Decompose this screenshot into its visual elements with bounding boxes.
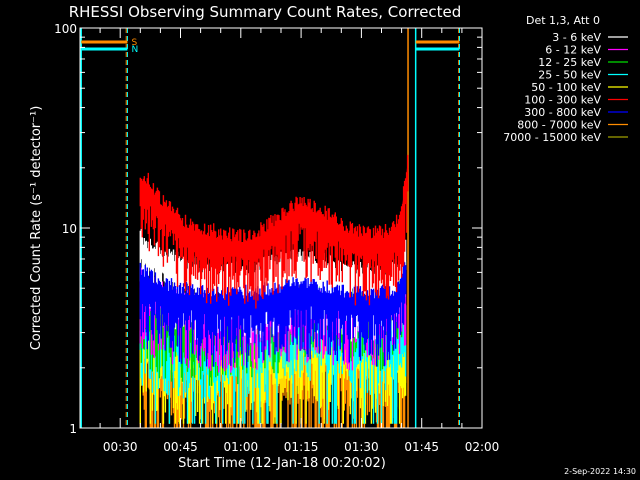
chart-title: RHESSI Observing Summary Count Rates, Co…	[69, 3, 462, 21]
legend-label: 800 - 7000 keV	[517, 119, 601, 132]
x-tick-label: 00:30	[103, 440, 138, 454]
night-flag-label: N	[131, 45, 138, 55]
x-tick-label: 02:00	[465, 440, 500, 454]
legend-label: 7000 - 15000 keV	[503, 131, 601, 144]
legend-label: 300 - 800 keV	[524, 106, 601, 119]
y-tick-label: 1	[69, 422, 77, 436]
attenuator-flags: SN	[80, 28, 460, 428]
legend-label: 12 - 25 keV	[538, 56, 601, 69]
x-tick-label: 01:15	[284, 440, 319, 454]
y-axis-ticks: 1 10 100	[54, 22, 482, 436]
footer-date: 2-Sep-2022 14:30	[564, 467, 636, 476]
legend-label: 100 - 300 keV	[524, 94, 601, 107]
y-axis-label: Corrected Count Rate (s⁻¹ detector⁻¹)	[29, 106, 44, 351]
legend-label: 25 - 50 keV	[538, 69, 601, 82]
series-layer	[139, 154, 409, 428]
series-100-300kev	[139, 154, 409, 309]
legend-label: 50 - 100 keV	[531, 81, 601, 94]
y-tick-label: 100	[54, 22, 77, 36]
x-tick-label: 01:45	[404, 440, 439, 454]
x-axis-label: Start Time (12-Jan-18 00:20:02)	[178, 456, 386, 471]
x-tick-label: 01:30	[344, 440, 379, 454]
series-300-800kev	[139, 261, 407, 369]
series-trace	[139, 261, 407, 369]
saa-flag-label: S	[131, 38, 137, 48]
x-tick-label: 01:00	[224, 440, 259, 454]
series-trace	[139, 154, 409, 309]
series-line	[139, 167, 409, 244]
x-axis-ticks: 00:30 00:45 01:00 01:15 01:30 01:45 02:00	[99, 28, 500, 454]
legend-title: Det 1,3, Att 0	[526, 14, 600, 27]
legend-label: 6 - 12 keV	[545, 44, 601, 57]
x-tick-label: 00:45	[163, 440, 198, 454]
legend-label: 3 - 6 keV	[552, 31, 601, 44]
y-tick-label: 10	[62, 222, 77, 236]
